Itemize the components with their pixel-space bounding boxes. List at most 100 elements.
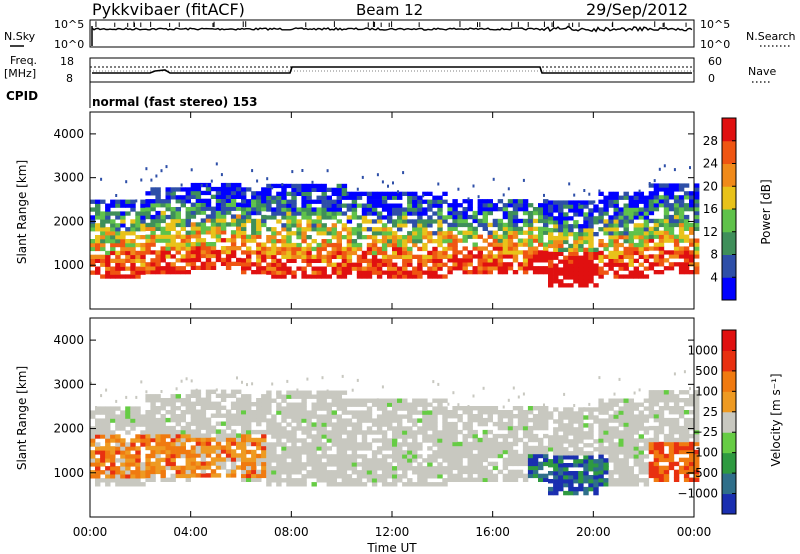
scatter-cell xyxy=(185,377,188,381)
scatter-cell xyxy=(195,246,202,251)
scatter-cell xyxy=(512,234,519,239)
scatter-cell xyxy=(120,242,126,248)
scatter-cell xyxy=(452,441,458,447)
scatter-cell xyxy=(527,258,534,263)
scatter-cell xyxy=(477,234,483,239)
scatter-cell xyxy=(175,465,181,471)
scatter-cell xyxy=(432,442,438,447)
scatter-cell xyxy=(326,434,332,439)
scatter-cell xyxy=(548,279,554,284)
scatter-cell xyxy=(301,250,307,256)
scatter-cell xyxy=(135,438,141,443)
scatter-cell xyxy=(251,218,257,224)
scatter-cell xyxy=(502,457,509,463)
scatter-cell xyxy=(366,442,373,447)
scatter-cell xyxy=(648,425,655,431)
nsearch-tick-low: 10^0 xyxy=(700,38,730,51)
scatter-cell xyxy=(648,414,655,419)
scatter-cell xyxy=(110,454,116,459)
scatter-cell xyxy=(205,445,212,450)
scatter-cell xyxy=(683,457,690,463)
scatter-cell xyxy=(482,457,488,463)
scatter-cell xyxy=(653,179,656,183)
scatter-cell xyxy=(512,386,515,390)
scatter-cell xyxy=(371,450,378,455)
scatter-cell xyxy=(593,439,599,444)
colorbar-tick-label: 500 xyxy=(695,364,718,378)
scatter-cell xyxy=(256,258,262,263)
scatter-cell xyxy=(593,471,599,476)
scatter-cell xyxy=(407,270,413,275)
scatter-cell xyxy=(306,446,312,451)
scatter-cell xyxy=(205,183,208,187)
scatter-cell xyxy=(598,442,604,447)
scatter-cell xyxy=(492,477,499,482)
scatter-cell xyxy=(588,247,594,252)
scatter-cell xyxy=(236,397,242,402)
scatter-cell xyxy=(663,207,670,212)
scatter-cell xyxy=(462,214,468,220)
scatter-cell xyxy=(618,398,624,403)
scatter-cell xyxy=(170,402,176,407)
scatter-cell xyxy=(296,482,302,487)
scatter-cell xyxy=(175,230,181,235)
scatter-cell xyxy=(331,434,337,439)
scatter-cell xyxy=(301,258,307,263)
scatter-cell xyxy=(210,437,217,442)
scatter-cell xyxy=(497,254,504,259)
colorbar-tick-label: −500 xyxy=(685,466,718,480)
scatter-cell xyxy=(412,470,418,475)
scatter-cell xyxy=(135,242,141,248)
scatter-cell xyxy=(583,239,589,245)
scatter-cell xyxy=(311,246,317,252)
scatter-cell xyxy=(397,466,403,471)
scatter-cell xyxy=(663,441,670,447)
scatter-cell xyxy=(397,442,403,447)
scatter-cell xyxy=(658,469,665,475)
scatter-cell xyxy=(205,226,212,231)
scatter-cell xyxy=(90,474,96,479)
scatter-cell xyxy=(412,422,418,427)
scatter-cell xyxy=(331,458,337,463)
scatter-cell xyxy=(457,258,463,263)
scatter-cell xyxy=(573,224,579,229)
scatter-cell xyxy=(452,414,458,419)
scatter-cell xyxy=(417,442,423,447)
scatter-cell xyxy=(381,458,388,463)
scatter-cell xyxy=(583,463,589,468)
scatter-cell xyxy=(678,390,685,395)
scatter-cell xyxy=(291,254,297,259)
scatter-cell xyxy=(477,417,483,423)
scatter-cell xyxy=(618,414,624,419)
scatter-cell xyxy=(553,419,559,424)
scatter-cell xyxy=(608,426,614,431)
scatter-cell xyxy=(281,191,287,196)
scatter-cell xyxy=(261,433,267,439)
scatter-cell xyxy=(230,222,237,227)
scatter-cell xyxy=(658,222,665,228)
scatter-cell xyxy=(200,218,207,223)
scatter-cell xyxy=(482,254,488,259)
scatter-cell xyxy=(316,242,322,248)
scatter-cell xyxy=(296,466,302,471)
scatter-cell xyxy=(256,191,262,196)
scatter-cell xyxy=(638,227,644,232)
scatter-cell xyxy=(145,246,151,251)
scatter-cell xyxy=(678,195,685,200)
scatter-cell xyxy=(180,465,186,471)
scatter-cell xyxy=(517,203,524,208)
scatter-cell xyxy=(331,203,337,208)
scatter-cell xyxy=(371,227,378,232)
scatter-cell xyxy=(638,454,644,459)
scatter-cell xyxy=(336,474,342,479)
scatter-cell xyxy=(115,466,121,471)
scatter-cell xyxy=(215,202,222,207)
scatter-cell xyxy=(346,191,353,196)
scatter-cell xyxy=(135,406,141,411)
scatter-cell xyxy=(502,266,509,271)
scatter-cell xyxy=(663,457,670,463)
scatter-cell xyxy=(457,222,463,228)
scatter-cell xyxy=(487,429,493,435)
scatter-cell xyxy=(215,405,222,410)
scatter-cell xyxy=(336,426,342,431)
